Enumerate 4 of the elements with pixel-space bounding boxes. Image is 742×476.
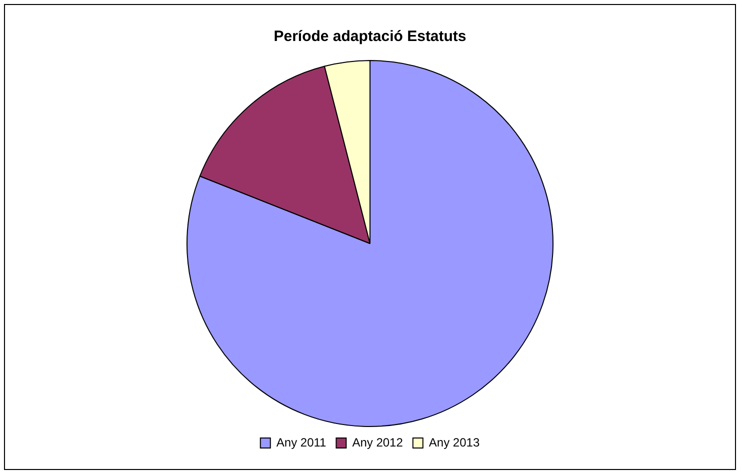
legend-label: Any 2013	[428, 435, 480, 450]
legend-label: Any 2012	[352, 435, 404, 450]
chart-title: Període adaptació Estatuts	[274, 28, 466, 46]
legend-label: Any 2011	[276, 435, 327, 450]
